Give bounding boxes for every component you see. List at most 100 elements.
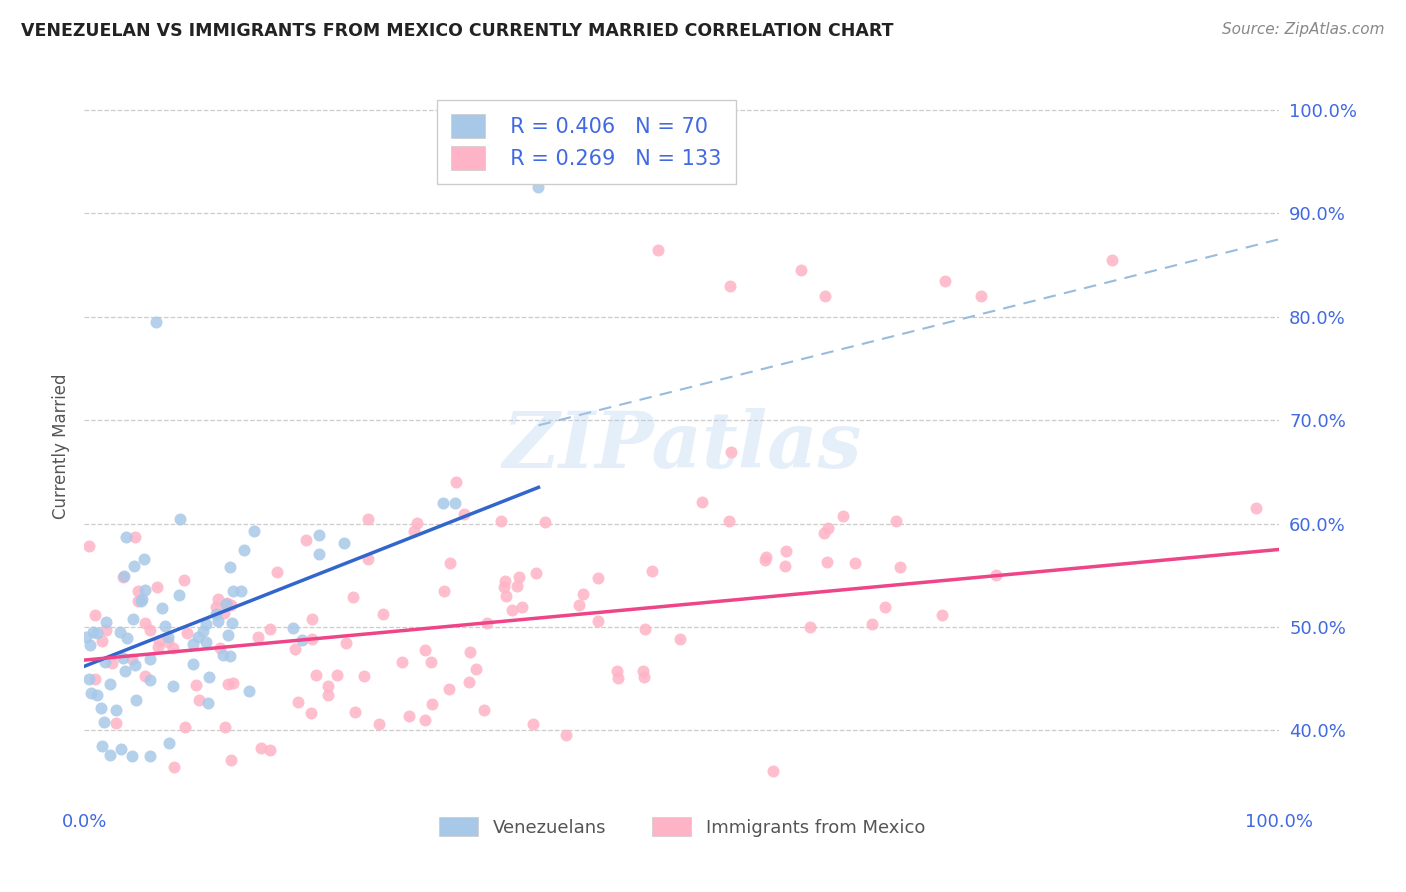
Point [432,496,454,510]
Point [207,615,229,629]
Point [464,662,486,676]
Point [884,514,907,528]
Point [124,530,146,544]
Point [242,524,264,538]
Point [790,263,813,277]
Point [371,607,394,622]
Point [98,748,121,763]
Point [127,583,149,598]
Point [169,511,191,525]
Point [799,620,821,634]
Point [259,623,281,637]
Point [832,508,855,523]
Point [148,634,170,648]
Point [489,514,512,528]
Point [524,566,547,580]
Point [634,622,657,636]
Point [931,607,953,622]
Point [413,713,436,727]
Point [934,273,956,287]
Point [217,628,239,642]
Point [259,743,281,757]
Point [219,753,242,767]
Text: Source: ZipAtlas.com: Source: ZipAtlas.com [1222,22,1385,37]
Point [460,645,482,659]
Point [114,664,136,678]
Point [406,516,429,530]
Point [453,507,475,521]
Point [105,703,128,717]
Point [586,614,609,628]
Point [690,495,713,509]
Point [134,615,156,630]
Point [176,626,198,640]
Point [77,539,100,553]
Text: ZIPatlas: ZIPatlas [502,408,862,484]
Point [492,580,515,594]
Point [572,587,595,601]
Point [145,315,167,329]
Point [94,624,117,638]
Point [472,703,495,717]
Point [554,728,576,742]
Point [112,570,135,584]
Point [115,631,138,645]
Point [333,536,356,550]
Point [1244,501,1267,516]
Point [815,555,838,569]
Point [215,596,238,610]
Point [754,553,776,567]
Point [316,679,339,693]
Point [84,608,107,623]
Point [174,720,197,734]
Point [194,617,217,632]
Point [316,688,339,702]
Point [889,559,911,574]
Point [873,600,896,615]
Point [204,607,226,621]
Point [742,832,765,847]
Point [477,615,499,630]
Point [353,669,375,683]
Point [222,676,245,690]
Point [219,599,242,613]
Point [101,656,124,670]
Point [305,668,328,682]
Point [108,624,131,639]
Point [522,717,544,731]
Point [283,621,305,635]
Point [218,649,240,664]
Point [505,579,527,593]
Point [134,668,156,682]
Point [444,475,467,490]
Point [131,594,153,608]
Point [984,568,1007,582]
Point [75,630,97,644]
Point [527,180,550,194]
Point [344,705,367,719]
Point [567,598,589,612]
Point [110,742,132,756]
Point [77,673,100,687]
Point [91,633,114,648]
Point [167,588,190,602]
Point [844,556,866,570]
Point [214,607,236,621]
Point [249,741,271,756]
Point [112,651,135,665]
Point [181,657,204,672]
Point [633,664,655,678]
Point [156,635,179,649]
Point [186,678,208,692]
Point [148,640,170,655]
Point [162,679,184,693]
Point [647,243,669,257]
Point [222,584,245,599]
Point [284,641,307,656]
Point [208,641,231,656]
Point [444,496,467,510]
Point [217,676,239,690]
Point [207,591,229,606]
Point [121,612,143,626]
Point [398,709,420,723]
